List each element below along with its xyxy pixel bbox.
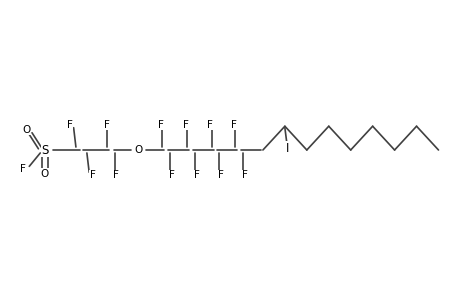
Text: F: F xyxy=(218,170,224,180)
Text: F: F xyxy=(90,170,95,180)
Text: F: F xyxy=(157,120,163,130)
Text: F: F xyxy=(182,120,188,130)
Text: F: F xyxy=(241,170,247,180)
Text: I: I xyxy=(285,142,288,155)
Text: F: F xyxy=(67,120,73,130)
Text: S: S xyxy=(41,143,48,157)
Text: F: F xyxy=(168,170,174,180)
Text: F: F xyxy=(230,120,236,130)
Text: F: F xyxy=(207,120,213,130)
Text: F: F xyxy=(20,164,26,174)
Text: F: F xyxy=(193,170,199,180)
Text: F: F xyxy=(112,170,118,180)
Text: O: O xyxy=(22,125,31,135)
Text: O: O xyxy=(134,145,142,155)
Text: F: F xyxy=(103,120,109,130)
Text: O: O xyxy=(40,169,49,179)
